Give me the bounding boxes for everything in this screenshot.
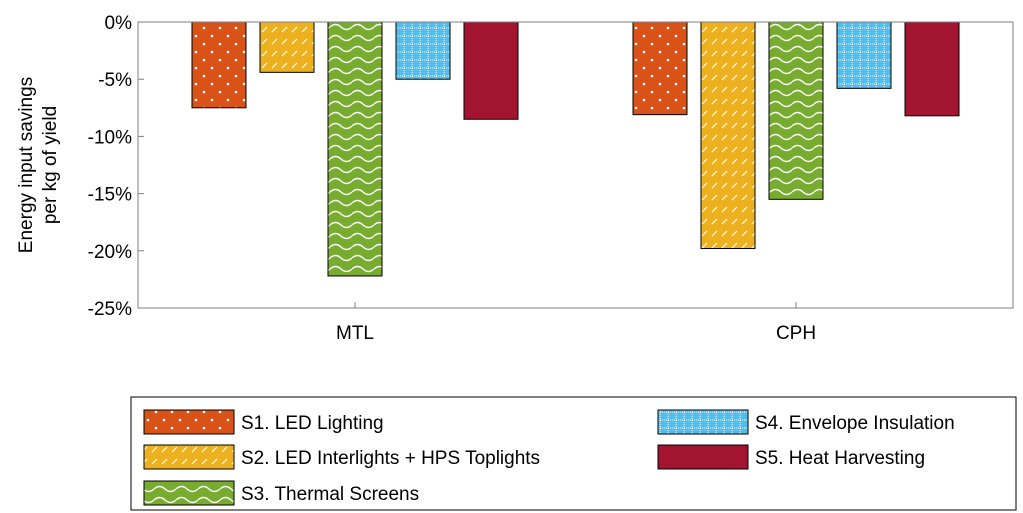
y-tick-label: -5%: [98, 70, 132, 91]
y-axis-title-line: Energy input savings: [16, 77, 37, 253]
bar-mtl-s5: [463, 21, 519, 120]
bar-mtl-s1: [191, 21, 247, 109]
y-axis-title-line: per kg of yield: [40, 106, 61, 224]
x-tick-label-cph: CPH: [776, 323, 816, 344]
legend-label-s3: S3. Thermal Screens: [241, 484, 419, 505]
legend-swatch-s5: [657, 444, 749, 470]
bar-mtl-s2: [259, 21, 315, 73]
bar-cph-s4: [836, 21, 892, 89]
bar-cph-s5: [904, 21, 960, 117]
legend-swatch-s2: [143, 444, 235, 470]
y-axis-title: Energy input savings per kg of yield: [16, 77, 61, 253]
legend-label-s4: S4. Envelope Insulation: [755, 413, 955, 434]
legend-label-s5: S5. Heat Harvesting: [755, 448, 925, 469]
y-tick-label: -20%: [88, 242, 132, 263]
x-axis-ticks: MTL CPH: [336, 302, 816, 344]
bar-mtl-s3: [327, 21, 383, 277]
y-tick-label: 0%: [105, 13, 133, 34]
y-tick-label: -15%: [88, 185, 132, 206]
y-tick-label: -10%: [88, 127, 132, 148]
x-tick-label-mtl: MTL: [336, 323, 374, 344]
bar-cph-s3: [768, 21, 824, 200]
legend: S1. LED Lighting S2. LED Interlights + HP…: [130, 396, 1017, 511]
plot-frame: [137, 21, 1014, 309]
legend-swatch-s4: [657, 409, 749, 435]
bar-cph-s1: [632, 21, 688, 116]
bar-cph-s2: [700, 21, 756, 250]
bars: [191, 21, 960, 277]
y-tick-label: -25%: [88, 299, 132, 320]
bar-mtl-s4: [395, 21, 451, 80]
legend-box: [130, 396, 1017, 511]
legend-label-s2: S2. LED Interlights + HPS Toplights: [241, 448, 540, 469]
legend-label-s1: S1. LED Lighting: [241, 413, 384, 434]
legend-swatch-s1: [143, 409, 235, 435]
y-axis-ticks: 0% -5% -10% -15% -20% -25%: [88, 13, 144, 320]
legend-swatch-s3: [143, 480, 235, 506]
